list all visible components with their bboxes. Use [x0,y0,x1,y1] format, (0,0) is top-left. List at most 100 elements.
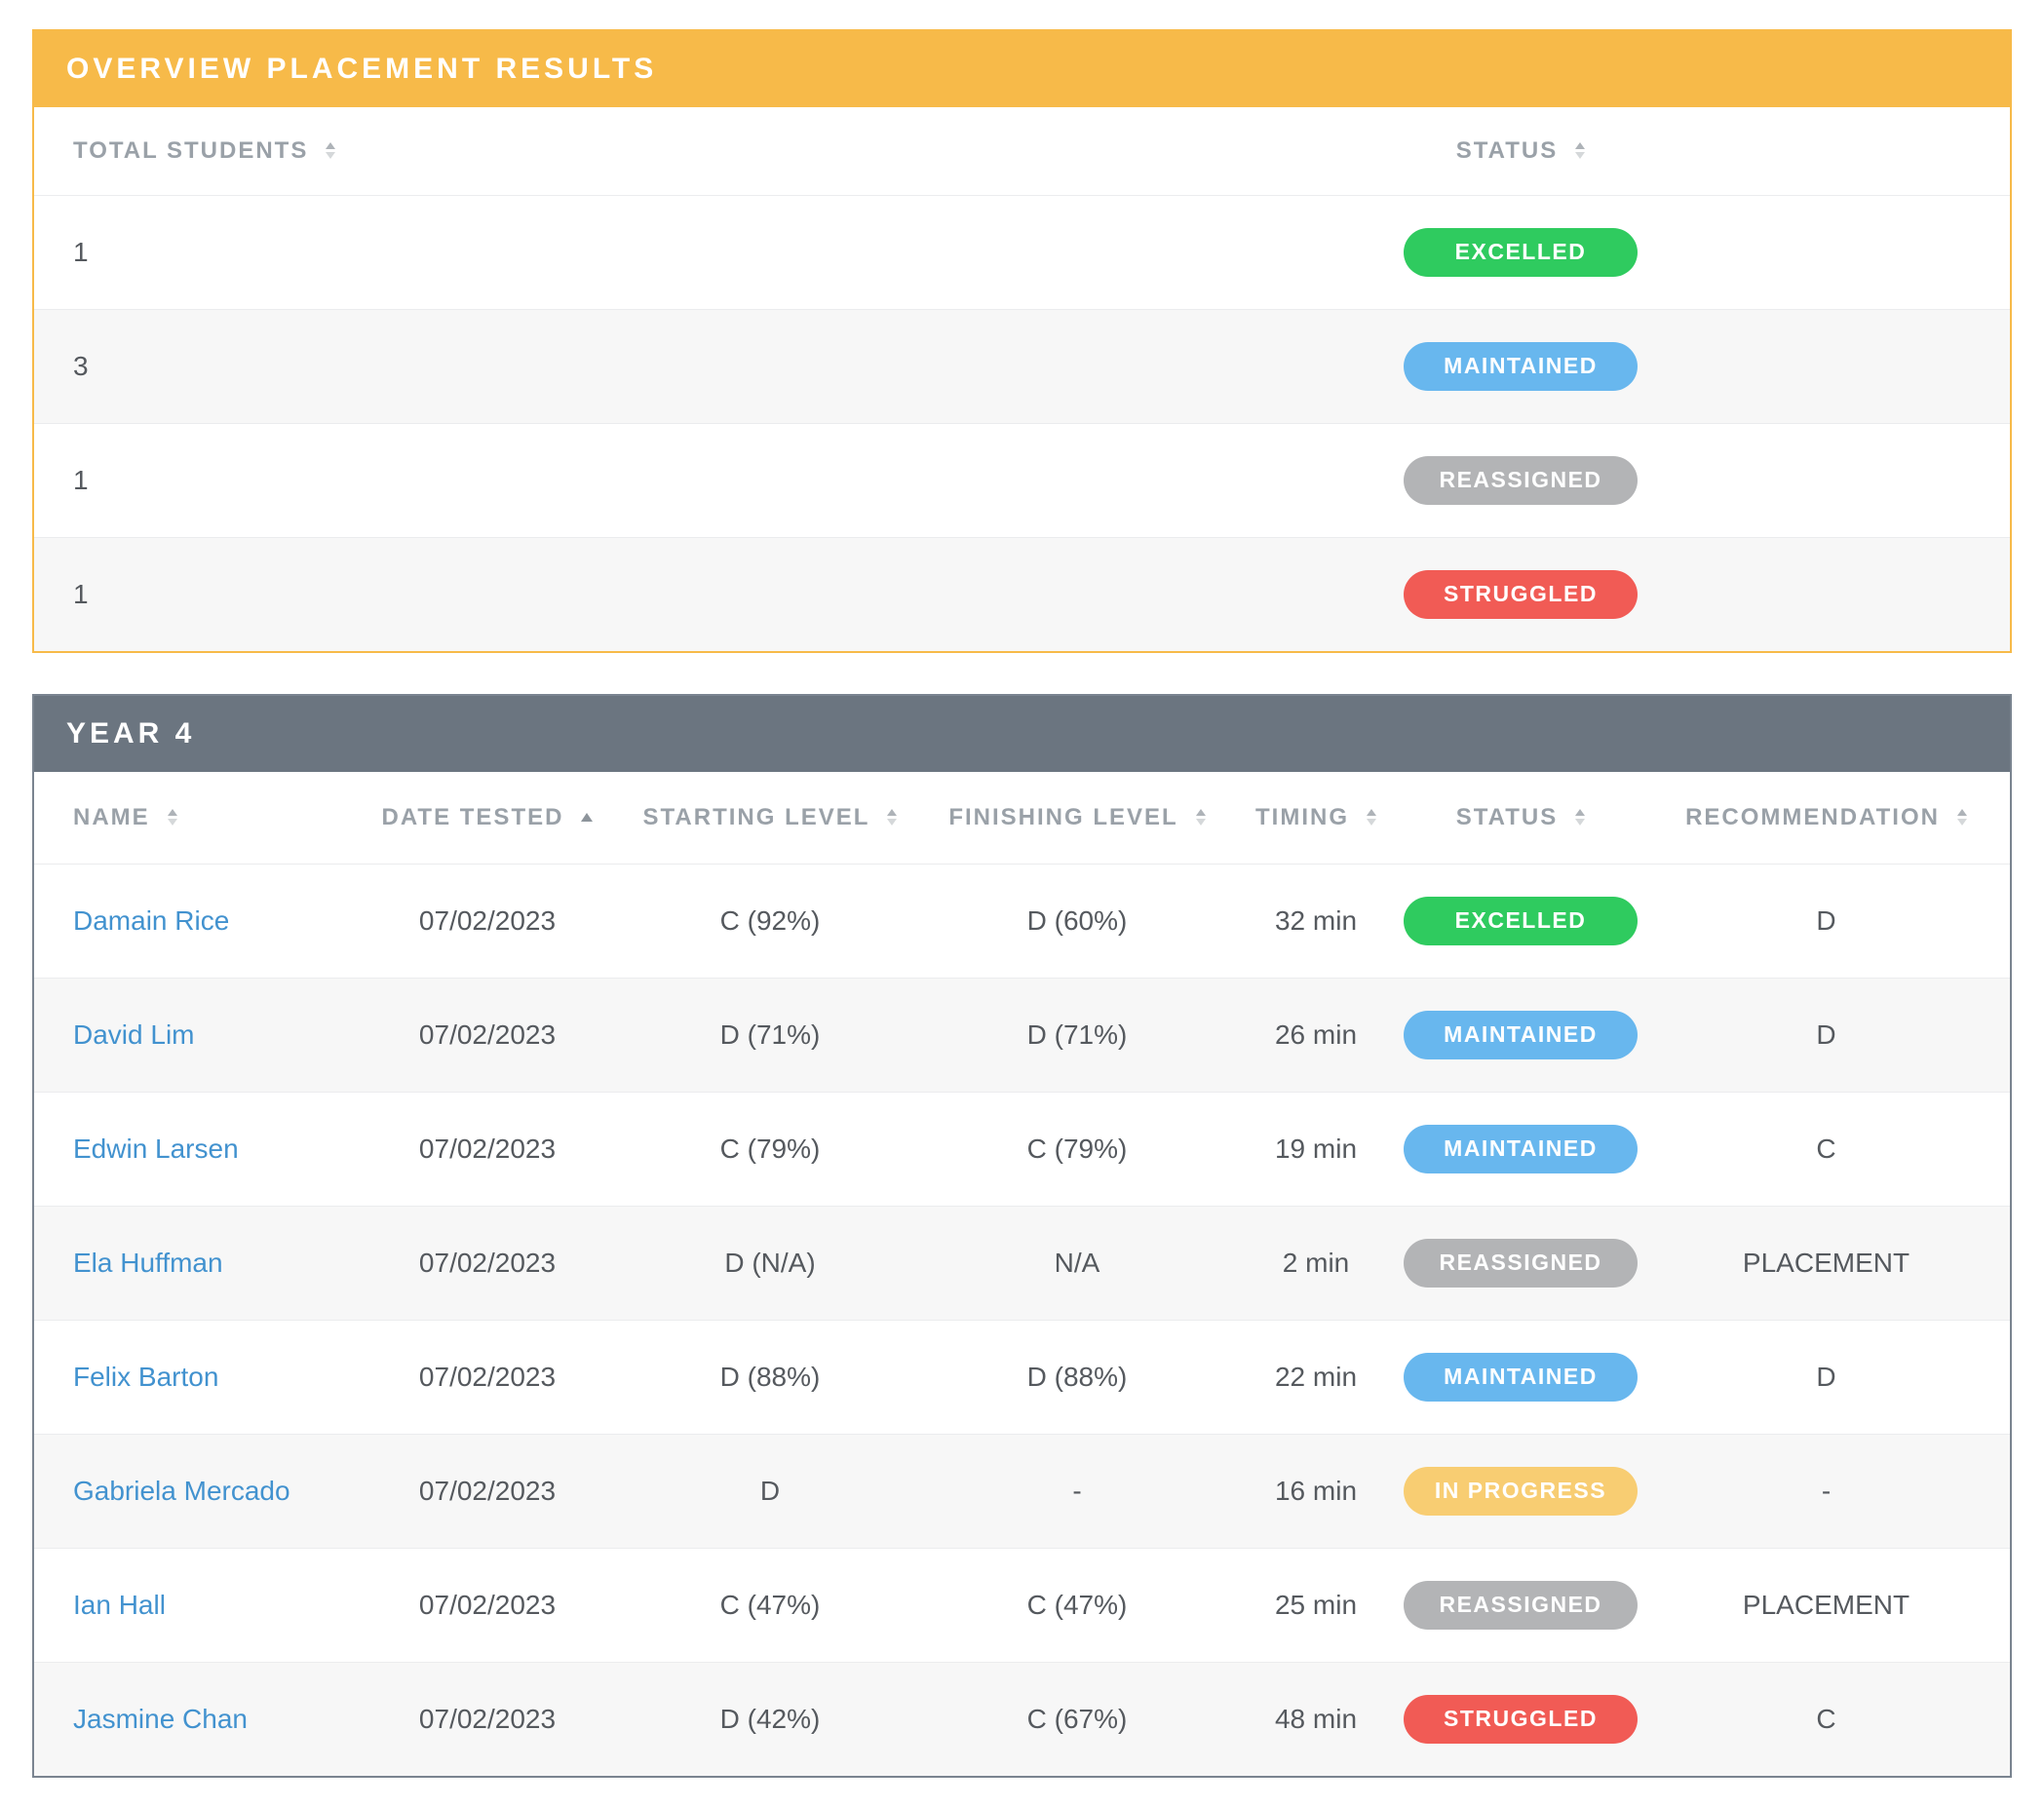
overview-panel-title: OVERVIEW PLACEMENT RESULTS [66,53,658,85]
finishing-level-cell: C (67%) [921,1661,1233,1776]
name-cell: Edwin Larsen [34,1091,356,1206]
status-cell: STRUGGLED [1399,536,1642,651]
name-cell: David Lim [34,977,356,1092]
recommendation-cell: D [1642,977,2010,1092]
student-row: Edwin Larsen 07/02/2023 C (79%) C (79%) 19 m… [34,1091,2010,1206]
starting-level-cell: C (79%) [619,1091,921,1206]
status-cell: MAINTAINED [1399,977,1642,1092]
status-badge-maintained: MAINTAINED [1404,1352,1638,1402]
column-header-name[interactable]: NAME [34,772,356,864]
timing-cell: 22 min [1233,1319,1399,1434]
name-cell: Jasmine Chan [34,1661,356,1776]
date-tested-cell: 07/02/2023 [356,1661,619,1776]
status-cell: REASSIGNED [1399,1547,1642,1662]
date-tested-header-label: DATE TESTED [381,803,564,830]
recommendation-cell: D [1642,863,2010,978]
date-tested-cell: 07/02/2023 [356,977,619,1092]
column-header-status[interactable]: STATUS [1399,107,1642,195]
status-badge-excelled: EXCELLED [1404,227,1638,277]
status-cell: REASSIGNED [1399,422,1642,537]
overview-row: 1 REASSIGNED [34,422,2010,537]
status-cell: EXCELLED [1399,863,1642,978]
filler-cell [1642,536,2010,651]
status-badge-struggled: STRUGGLED [1404,569,1638,619]
name-cell: Ian Hall [34,1547,356,1662]
date-tested-cell: 07/02/2023 [356,1433,619,1548]
timing-cell: 48 min [1233,1661,1399,1776]
timing-cell: 16 min [1233,1433,1399,1548]
recommendation-cell: C [1642,1661,2010,1776]
starting-level-cell: D (N/A) [619,1205,921,1320]
starting-level-cell: C (92%) [619,863,921,978]
finishing-level-cell: C (47%) [921,1547,1233,1662]
year4-table: NAME DATE TESTED STARTING LEVEL [34,772,2010,1776]
finishing-level-header-label: FINISHING LEVEL [948,803,1178,830]
status-badge-in-progress: IN PROGRESS [1404,1466,1638,1516]
student-name-link[interactable]: Edwin Larsen [73,1133,239,1164]
name-header-label: NAME [73,803,150,830]
year4-panel-title: YEAR 4 [66,717,196,750]
year4-header-row: NAME DATE TESTED STARTING LEVEL [34,772,2010,864]
filler-cell [1642,194,2010,309]
name-cell: Ela Huffman [34,1205,356,1320]
date-tested-cell: 07/02/2023 [356,1319,619,1434]
status-header-label: STATUS [1455,136,1559,164]
recommendation-cell: - [1642,1433,2010,1548]
total-students-cell: 1 [34,194,1399,309]
student-row: Ian Hall 07/02/2023 C (47%) C (47%) 25 min RE… [34,1547,2010,1662]
starting-level-cell: D (71%) [619,977,921,1092]
finishing-level-cell: D (60%) [921,863,1233,978]
overview-panel-header: OVERVIEW PLACEMENT RESULTS [34,31,2010,107]
column-header-recommendation[interactable]: RECOMMENDATION [1642,772,2010,864]
sort-ascending-icon [581,813,594,823]
status-badge-maintained: MAINTAINED [1404,1010,1638,1059]
sort-icon [887,809,898,827]
recommendation-header-label: RECOMMENDATION [1685,803,1940,830]
date-tested-cell: 07/02/2023 [356,1547,619,1662]
status-badge-reassigned: REASSIGNED [1404,1238,1638,1288]
student-name-link[interactable]: Felix Barton [73,1361,219,1392]
timing-cell: 32 min [1233,863,1399,978]
finishing-level-cell: C (79%) [921,1091,1233,1206]
column-header-finishing-level[interactable]: FINISHING LEVEL [921,772,1233,864]
date-tested-cell: 07/02/2023 [356,1205,619,1320]
column-header-filler [1642,107,2010,195]
status-badge-excelled: EXCELLED [1404,896,1638,945]
student-name-link[interactable]: Ian Hall [73,1589,166,1620]
column-header-timing[interactable]: TIMING [1233,772,1399,864]
column-header-status[interactable]: STATUS [1399,772,1642,864]
starting-level-cell: C (47%) [619,1547,921,1662]
starting-level-header-label: STARTING LEVEL [642,803,870,830]
total-students-cell: 1 [34,536,1399,651]
filler-cell [1642,422,2010,537]
name-cell: Felix Barton [34,1319,356,1434]
recommendation-cell: C [1642,1091,2010,1206]
sort-icon [167,809,177,827]
timing-cell: 26 min [1233,977,1399,1092]
starting-level-cell: D [619,1433,921,1548]
status-badge-maintained: MAINTAINED [1404,1124,1638,1173]
student-name-link[interactable]: Gabriela Mercado [73,1475,290,1506]
status-cell: MAINTAINED [1399,1319,1642,1434]
student-name-link[interactable]: Jasmine Chan [73,1703,248,1734]
recommendation-cell: PLACEMENT [1642,1547,2010,1662]
student-name-link[interactable]: Damain Rice [73,904,230,936]
finishing-level-cell: - [921,1433,1233,1548]
student-name-link[interactable]: David Lim [73,1019,195,1050]
sort-icon [1195,809,1206,827]
status-cell: IN PROGRESS [1399,1433,1642,1548]
column-header-total-students[interactable]: TOTAL STUDENTS [34,107,1399,195]
column-header-date-tested[interactable]: DATE TESTED [356,772,619,864]
starting-level-cell: D (88%) [619,1319,921,1434]
overview-placement-results-panel: OVERVIEW PLACEMENT RESULTS TOTAL STUDENT… [32,29,2012,653]
column-header-starting-level[interactable]: STARTING LEVEL [619,772,921,864]
date-tested-cell: 07/02/2023 [356,863,619,978]
student-name-link[interactable]: Ela Huffman [73,1247,223,1278]
timing-cell: 19 min [1233,1091,1399,1206]
overview-row: 1 EXCELLED [34,194,2010,309]
year4-panel-header: YEAR 4 [34,696,2010,772]
overview-row: 3 MAINTAINED [34,308,2010,423]
recommendation-cell: PLACEMENT [1642,1205,2010,1320]
timing-header-label: TIMING [1255,803,1349,830]
status-cell: MAINTAINED [1399,1091,1642,1206]
